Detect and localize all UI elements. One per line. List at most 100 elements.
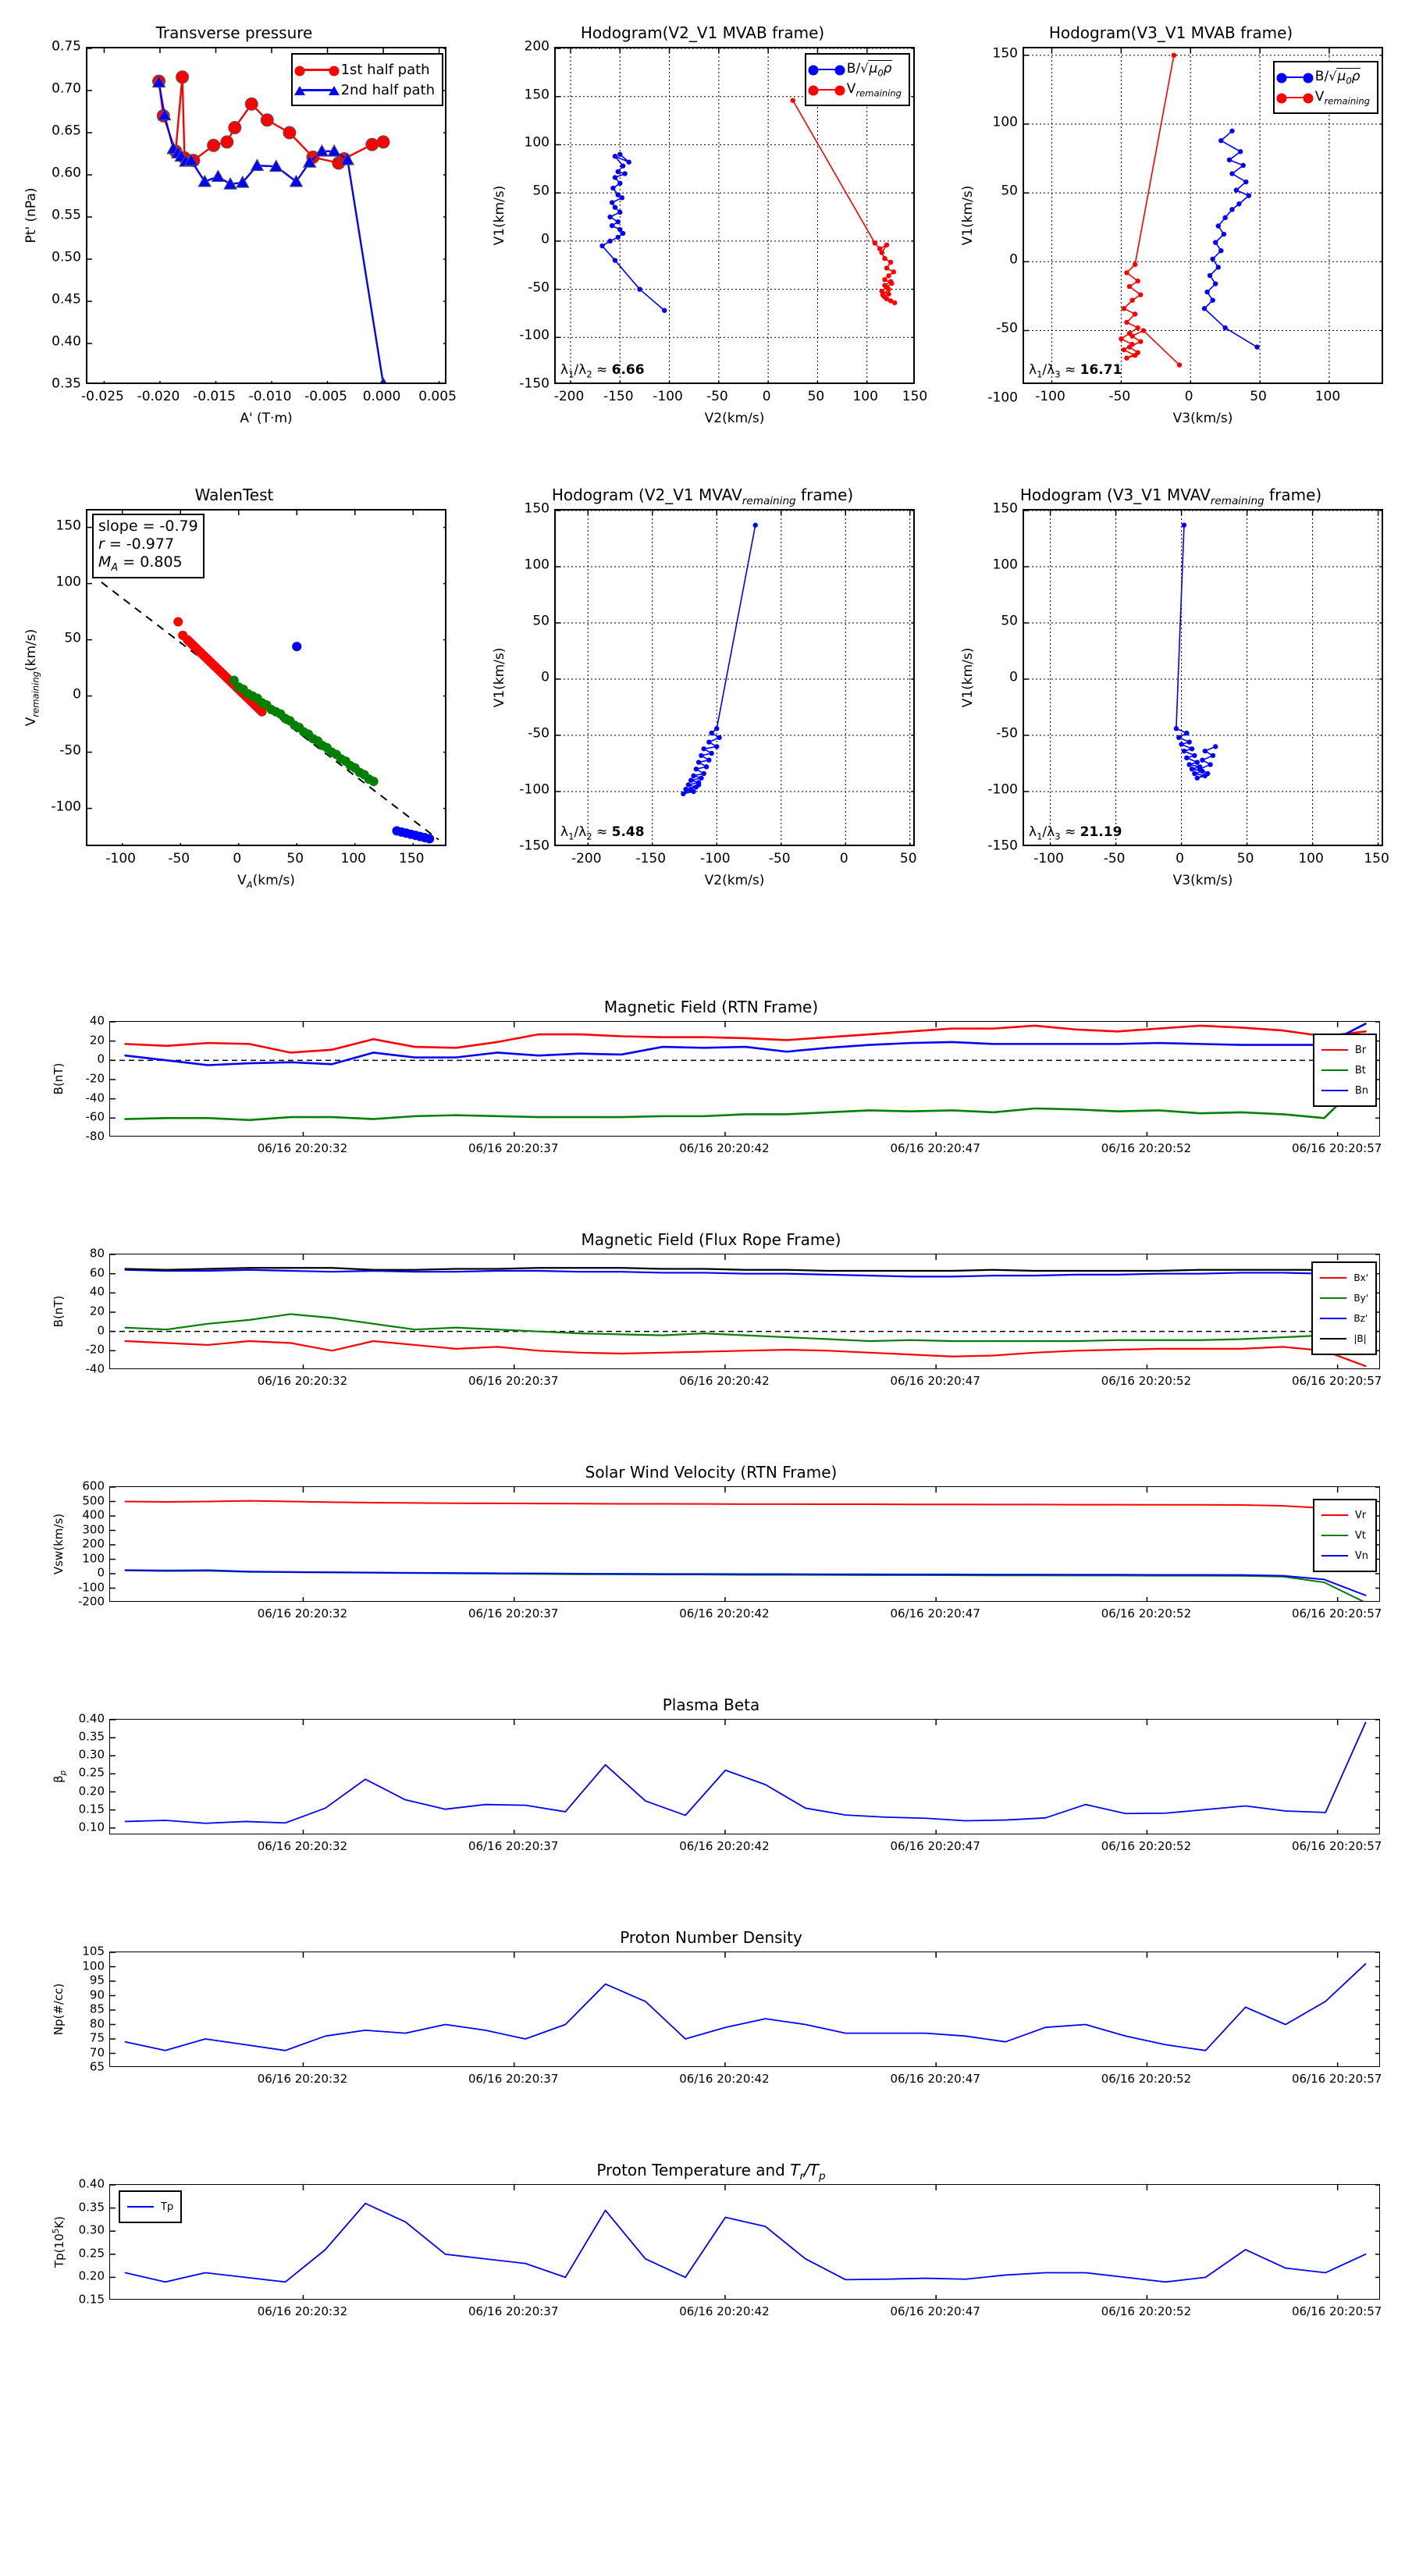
data-marker — [1201, 306, 1208, 311]
x-tick-label: -50 — [168, 851, 190, 866]
legend-item[interactable]: Vt — [1321, 1525, 1368, 1546]
plot-area — [110, 2185, 1379, 2299]
data-marker — [197, 174, 212, 187]
legend-item[interactable]: B/√μ0ρ — [808, 59, 902, 80]
plot-frame — [109, 1486, 1380, 1602]
x-tick-label: 50 — [1250, 389, 1267, 404]
panel-tp: Proton Temperature and Tr/Tp 0.15 0.20 0.25… — [31, 2148, 1391, 2348]
data-line — [124, 1340, 1367, 1368]
data-marker — [376, 135, 390, 149]
legend-item[interactable]: Vn — [1321, 1546, 1368, 1566]
y-axis-label: Vremaining(km/s) — [23, 628, 41, 727]
data-marker — [891, 269, 897, 275]
data-marker — [1204, 289, 1210, 295]
plot-area — [110, 1720, 1379, 1834]
y-tick-label: -50 — [59, 742, 81, 759]
legend-item[interactable]: Bx' — [1320, 1268, 1368, 1288]
legend-item[interactable]: Tp — [127, 2197, 173, 2217]
x-tick-label: -150 — [603, 389, 634, 404]
data-line — [124, 1721, 1367, 1824]
legend-item[interactable]: Bt — [1321, 1060, 1368, 1080]
x-tick-label: 06/16 20:20:32 — [257, 1839, 348, 1853]
panel-plasma_beta: Plasma Beta 0.10 0.15 0.20 0.25 0.30 0.35 0.40 0… — [31, 1683, 1391, 1883]
x-axis-label: V2(km/s) — [704, 873, 765, 888]
y-axis-label: Tp(105K) — [52, 2215, 66, 2268]
plot-frame — [109, 1719, 1380, 1834]
y-tick-label: -150 — [519, 375, 550, 392]
y-tick-label: 100 — [55, 574, 81, 590]
data-marker — [1129, 333, 1135, 339]
legend-item[interactable]: B/√μ0ρ — [1276, 67, 1370, 87]
legend-label: 2nd half path — [340, 81, 435, 98]
x-tick-label: 150 — [399, 851, 425, 866]
plot-legend: B/√μ0ρ Vremaining — [804, 53, 910, 106]
panel-title: Hodogram(V2_V1 MVAB frame) — [580, 23, 825, 42]
y-tick-label: -50 — [528, 725, 550, 742]
x-tick-label: 50 — [807, 389, 825, 404]
x-tick-label: -50 — [768, 851, 791, 866]
x-tick-label: 06/16 20:20:52 — [1101, 2072, 1192, 2086]
data-marker — [1138, 292, 1144, 297]
x-tick-label: 06/16 20:20:47 — [890, 1606, 980, 1621]
y-tick-label: 100 — [82, 1959, 105, 1973]
legend-label: |B| — [1353, 1333, 1367, 1344]
data-marker — [1121, 306, 1127, 311]
data-marker — [1240, 162, 1246, 169]
x-tick-label: 06/16 20:20:42 — [679, 1141, 770, 1155]
data-marker — [1205, 770, 1211, 777]
legend-item[interactable]: 1st half path — [294, 59, 435, 80]
legend-item[interactable]: By' — [1320, 1288, 1368, 1308]
y-tick-label: 80 — [89, 2016, 105, 2030]
y-tick-label: -100 — [519, 327, 550, 343]
data-marker — [1202, 748, 1208, 754]
data-marker — [880, 292, 886, 298]
x-tick-label: 50 — [1236, 851, 1254, 866]
data-marker — [327, 144, 341, 157]
x-tick-label: -200 — [553, 389, 585, 404]
plot-frame — [109, 1254, 1380, 1369]
data-marker — [617, 151, 623, 157]
data-marker — [886, 286, 891, 292]
legend-marker — [1276, 73, 1287, 84]
legend-item[interactable]: Bz' — [1320, 1308, 1368, 1329]
x-tick-label: 06/16 20:20:32 — [257, 2304, 348, 2318]
plot-area — [1024, 48, 1382, 382]
data-marker — [1222, 215, 1228, 221]
x-tick-label: 06/16 20:20:32 — [257, 2072, 348, 2086]
x-tick-label: -100 — [653, 389, 683, 404]
data-line — [158, 81, 384, 382]
x-tick-label: 0 — [762, 389, 771, 404]
data-marker — [617, 180, 623, 186]
legend-item[interactable]: Br — [1321, 1040, 1368, 1060]
data-marker — [693, 767, 699, 772]
legend-item[interactable]: Vremaining — [1276, 87, 1370, 108]
legend-item[interactable]: Bn — [1321, 1080, 1368, 1101]
x-tick-label: 0 — [1184, 389, 1193, 404]
legend-item[interactable]: Vr — [1321, 1505, 1368, 1525]
y-tick-label: -100 — [987, 781, 1018, 798]
data-marker — [1135, 325, 1140, 331]
y-tick-label: 0.55 — [52, 207, 81, 223]
data-marker — [701, 746, 706, 752]
y-tick-label: 50 — [532, 613, 550, 629]
y-tick-label: 0 — [1009, 669, 1018, 685]
data-marker — [1192, 770, 1197, 777]
legend-item[interactable]: |B| — [1320, 1329, 1368, 1349]
y-tick-label: -80 — [85, 1129, 105, 1144]
x-tick-label: -0.005 — [304, 389, 347, 404]
legend-item[interactable]: Vremaining — [808, 80, 902, 100]
y-tick-label: 50 — [1001, 613, 1018, 629]
legend-item[interactable]: 2nd half path — [293, 80, 435, 100]
panel-title: Solar Wind Velocity (RTN Frame) — [585, 1463, 838, 1482]
x-axis-label: V3(km/s) — [1172, 411, 1233, 426]
legend-marker — [834, 65, 845, 76]
data-marker — [1200, 757, 1205, 763]
x-tick-label: 06/16 20:20:57 — [1291, 2072, 1382, 2086]
plot-area — [110, 1487, 1379, 1601]
data-marker — [1238, 149, 1243, 155]
data-marker — [1171, 52, 1177, 59]
plot-area — [1024, 511, 1382, 845]
data-marker — [1173, 726, 1179, 731]
legend-line-swatch — [1321, 1069, 1348, 1071]
data-line — [124, 1313, 1367, 1343]
